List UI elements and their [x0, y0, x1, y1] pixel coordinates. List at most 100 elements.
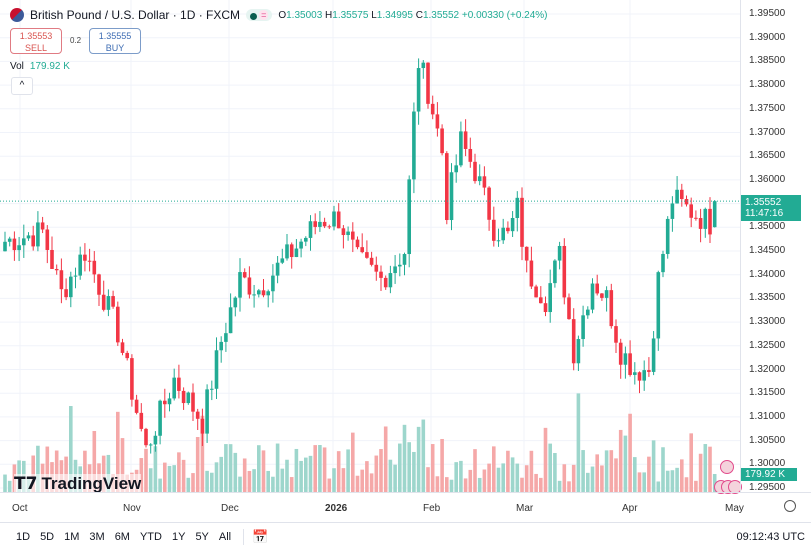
price-tick: 1.31000: [749, 410, 786, 422]
candle: [219, 341, 223, 351]
volume-bar: [294, 448, 299, 492]
volume-bar: [200, 415, 205, 492]
price-tick: 1.39000: [749, 31, 786, 43]
volume-bar: [120, 438, 125, 492]
candle: [172, 377, 176, 399]
collapse-legend-button[interactable]: ^: [11, 77, 33, 95]
candle: [571, 319, 576, 364]
range-1m[interactable]: 1M: [64, 530, 80, 543]
candle: [106, 296, 111, 310]
range-1d[interactable]: 1D: [16, 530, 31, 543]
market-open-icon: [250, 13, 258, 20]
candle: [374, 264, 379, 272]
candle: [459, 131, 463, 166]
volume-bar: [416, 426, 421, 492]
candle: [195, 411, 200, 419]
volume-bar: [445, 477, 449, 492]
candle: [628, 353, 632, 375]
volume-bar: [647, 456, 651, 492]
volume-bar: [534, 473, 538, 492]
gbpusd-flag-icon: [10, 8, 24, 22]
volume-bar: [407, 442, 411, 492]
volume-bar: [158, 478, 162, 492]
volume-bar: [430, 444, 435, 492]
candle: [167, 398, 172, 405]
volume-bar: [684, 477, 689, 492]
range-1y[interactable]: 1Y: [171, 530, 186, 543]
market-status-pill[interactable]: =: [246, 9, 273, 21]
candle: [148, 444, 153, 446]
candle: [181, 390, 186, 404]
volume-bar: [529, 450, 534, 492]
price-axis[interactable]: 1.35552 11:47:16 179.92 K 1.39500 1.39000 1…: [740, 0, 811, 493]
go-to-date-icon[interactable]: 📅: [252, 528, 269, 544]
range-5y[interactable]: 5Y: [195, 530, 209, 543]
last-price-label: 1.35552 11:47:16: [741, 195, 801, 222]
volume-bar: [195, 437, 200, 492]
range-6m[interactable]: 6M: [114, 530, 130, 543]
time-axis[interactable]: Oct Nov Dec 2026 Feb Mar Apr May: [0, 492, 811, 520]
time-label: May: [725, 503, 744, 514]
tv-logo-icon: 𝗧𝟳: [14, 474, 38, 493]
price-tick: 1.37500: [749, 102, 786, 114]
volume-bar: [148, 468, 153, 492]
volume-bar: [468, 469, 473, 492]
candle: [97, 274, 101, 295]
volume-bar: [506, 450, 510, 492]
candle: [689, 204, 693, 218]
candle: [247, 277, 252, 295]
volume-bar: [689, 433, 693, 492]
volume-bar: [637, 472, 642, 492]
volume-bar: [675, 467, 679, 492]
candle: [675, 189, 679, 204]
settings-icon[interactable]: [784, 500, 796, 512]
candle: [116, 306, 120, 343]
price-tick: 1.33500: [749, 292, 786, 304]
range-3m[interactable]: 3M: [89, 530, 105, 543]
volume-bar: [36, 445, 40, 492]
candle: [200, 418, 205, 434]
volume-bar: [477, 477, 482, 492]
volume-bar: [224, 444, 228, 492]
volume-bar: [492, 446, 496, 492]
candle: [73, 275, 78, 277]
candle: [402, 254, 407, 265]
symbol-title[interactable]: British Pound / U.S. Dollar · 1D · FXCM: [30, 8, 241, 22]
range-5d[interactable]: 5D: [40, 530, 55, 543]
volume-bar: [665, 470, 670, 492]
volume-bar: [327, 478, 332, 492]
volume-bar: [600, 465, 604, 492]
price-chart[interactable]: [0, 0, 740, 492]
volume-bar: [83, 450, 87, 492]
buy-button[interactable]: 1.35555 BUY: [89, 28, 141, 54]
volume-bar: [116, 411, 120, 492]
time-label: 2026: [325, 503, 348, 514]
time-label: Dec: [221, 503, 239, 514]
tradingview-logo[interactable]: 𝗧𝟳 TradingView: [14, 474, 142, 494]
sell-button[interactable]: 1.35553 SELL: [10, 28, 62, 54]
volume-bar: [92, 430, 97, 492]
candle: [83, 254, 87, 261]
volume-bar: [614, 458, 618, 492]
candle: [139, 412, 144, 429]
candle: [398, 264, 402, 267]
volume-bar: [144, 448, 148, 492]
range-all[interactable]: All: [218, 530, 232, 543]
volume-bar: [557, 480, 562, 492]
volume-bar: [308, 455, 313, 492]
volume-bar: [618, 429, 623, 492]
candle: [78, 254, 82, 276]
range-ytd[interactable]: YTD: [139, 530, 162, 543]
volume-bar: [365, 461, 369, 492]
price-tick: 1.34000: [749, 268, 786, 280]
candle: [130, 358, 134, 400]
candle: [487, 187, 491, 220]
volume-bar: [285, 459, 289, 492]
volume-bar: [252, 469, 256, 492]
volume-bar: [45, 446, 50, 492]
volume-bar: [661, 447, 665, 492]
clock[interactable]: 09:12:43 UTC: [736, 531, 805, 543]
candle: [177, 377, 181, 391]
volume-bar: [562, 464, 567, 492]
candle: [59, 270, 64, 290]
